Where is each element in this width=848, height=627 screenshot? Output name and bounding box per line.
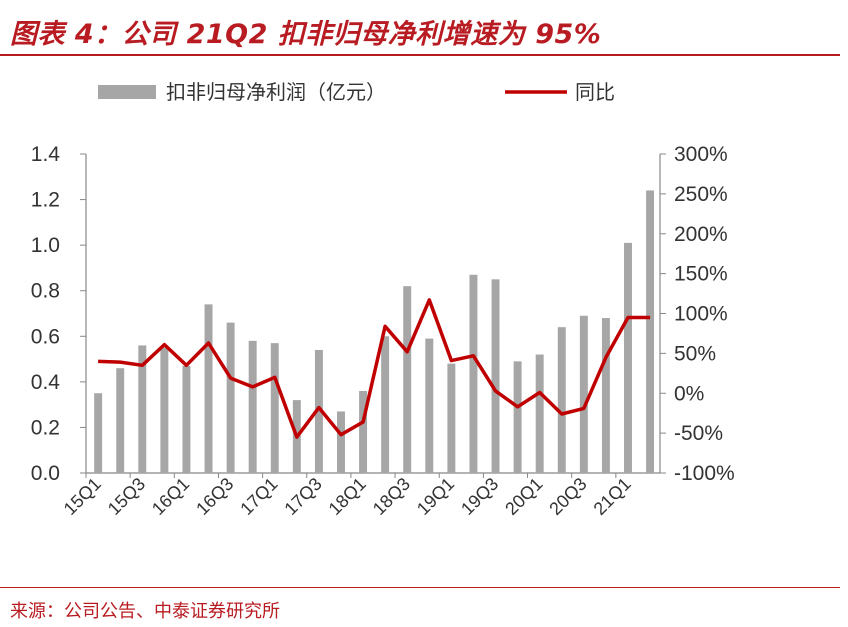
- legend-bar-label: 扣非归母净利润（亿元）: [166, 80, 386, 104]
- right-tick-label: 100%: [674, 303, 728, 326]
- left-tick-label: 0.0: [31, 462, 60, 485]
- x-tick-label: 16Q1: [148, 474, 193, 519]
- footer-divider: [0, 587, 840, 588]
- title-divider: [0, 54, 840, 56]
- combo-chart: 0.0 0.2 0.4 0.6 0.8 1.0 1.2 1.4 -100% -50% 0% 50% 10…: [31, 80, 735, 519]
- right-tick-label: 150%: [674, 263, 728, 286]
- left-tick-label: 1.2: [31, 189, 60, 212]
- x-tick-label: 17Q1: [236, 474, 281, 519]
- bar: [447, 363, 456, 473]
- left-tick-label: 0.8: [31, 280, 60, 303]
- bar: [557, 327, 566, 473]
- right-tick-label: 200%: [674, 223, 728, 246]
- bar: [248, 340, 257, 473]
- bar: [138, 345, 147, 473]
- x-tick-label: 16Q3: [192, 474, 237, 519]
- source-note: 来源：公司公告、中泰证券研究所: [10, 601, 280, 622]
- bar: [513, 361, 522, 473]
- bar: [624, 242, 632, 473]
- left-tick-label: 0.6: [31, 325, 60, 348]
- left-tick-label: 1.4: [31, 143, 61, 166]
- bar: [601, 318, 610, 473]
- x-tick-label: 19Q3: [457, 474, 502, 519]
- legend-line-label: 同比: [575, 80, 615, 104]
- bar: [270, 343, 279, 473]
- right-tick-label: 0%: [674, 382, 704, 405]
- left-tick-label: 1.0: [31, 234, 60, 257]
- right-tick-label: 50%: [674, 342, 716, 365]
- bar: [646, 190, 655, 473]
- right-tick-label: 250%: [674, 183, 728, 206]
- x-tick-label: 20Q3: [545, 474, 590, 519]
- bar: [425, 338, 434, 473]
- x-tick-label: 20Q1: [501, 474, 546, 519]
- bar: [403, 286, 412, 473]
- bar: [491, 279, 500, 473]
- chart-title: 图表 4：公司 21Q2 扣非归母净利增速为 95%: [10, 19, 602, 50]
- bar: [204, 304, 213, 473]
- x-tick-label: 19Q1: [413, 474, 458, 519]
- left-tick-label: 0.2: [31, 416, 60, 439]
- bar: [337, 411, 345, 473]
- x-tick-label: 18Q3: [369, 474, 414, 519]
- x-tick-label: 17Q3: [280, 474, 325, 519]
- bar: [359, 390, 368, 473]
- bar: [469, 274, 478, 473]
- right-tick-label: -50%: [674, 422, 723, 445]
- bar: [116, 368, 125, 473]
- legend-bar-swatch: [98, 85, 156, 99]
- x-tick-label: 15Q3: [104, 474, 149, 519]
- bar: [579, 315, 588, 473]
- right-tick-label: 300%: [674, 143, 728, 166]
- bar: [182, 365, 191, 473]
- right-tick-label: -100%: [674, 462, 735, 485]
- x-tick-label: 21Q1: [590, 474, 635, 519]
- bar: [226, 322, 235, 473]
- bar: [535, 354, 544, 473]
- growth-line: [98, 298, 651, 439]
- bar: [94, 393, 103, 473]
- bar: [381, 336, 390, 473]
- x-tick-label: 18Q1: [325, 474, 370, 519]
- bar: [314, 349, 323, 473]
- x-tick-label: 15Q1: [60, 474, 105, 519]
- bar: [160, 347, 169, 473]
- left-tick-label: 0.4: [31, 371, 61, 394]
